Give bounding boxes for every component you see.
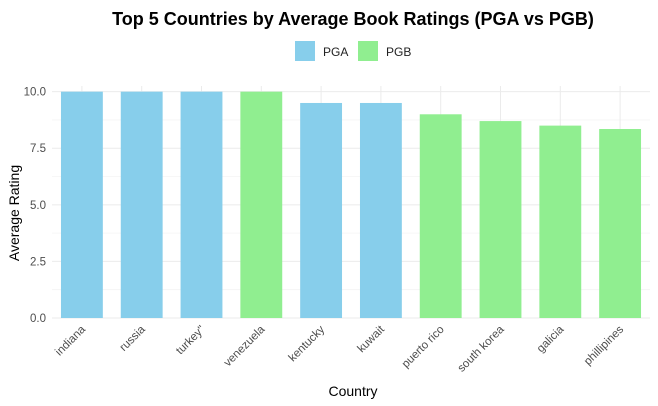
- y-tick-label: 10.0: [24, 87, 46, 99]
- x-tick-label: phillipines: [582, 323, 626, 367]
- x-axis-ticks: indiana russia turkey" venezuela kentucky kuw…: [53, 323, 626, 375]
- legend-swatch-pgb: [358, 41, 378, 61]
- x-axis-title: Country: [328, 383, 377, 399]
- x-tick-label: indiana: [53, 323, 88, 358]
- y-axis-title: Average Rating: [6, 165, 22, 261]
- bar-4: [300, 102, 343, 318]
- y-tick-label: 5.0: [30, 200, 46, 212]
- x-tick-label: venezuela: [222, 323, 268, 369]
- bar-6: [419, 114, 462, 318]
- y-tick-label: 0.0: [30, 313, 46, 325]
- bar-8: [539, 125, 582, 318]
- bar-1: [120, 91, 163, 318]
- x-tick-label: turkey": [174, 324, 208, 358]
- x-tick-label: galicia: [535, 323, 567, 355]
- y-tick-label: 7.5: [30, 143, 46, 155]
- y-tick-label: 2.5: [30, 256, 46, 268]
- x-tick-label: kuwait: [355, 323, 387, 355]
- bar-0: [60, 91, 103, 318]
- legend-label-pgb: PGB: [386, 45, 411, 59]
- bar-9: [599, 129, 642, 318]
- legend-swatch-pga: [295, 41, 315, 61]
- legend-label-pga: PGA: [323, 45, 348, 59]
- x-tick-label: russia: [118, 323, 149, 354]
- bar-2: [180, 91, 223, 318]
- y-axis-ticks: 0.0 2.5 5.0 7.5 10.0: [24, 87, 46, 325]
- bar-5: [359, 102, 402, 318]
- bars: [60, 91, 642, 319]
- x-tick-label: kentucky: [287, 323, 328, 364]
- chart-title: Top 5 Countries by Average Book Ratings …: [112, 9, 594, 29]
- bar-3: [240, 91, 283, 318]
- legend: PGA PGB: [295, 41, 411, 61]
- bar-7: [479, 121, 522, 319]
- x-tick-label: puerto rico: [400, 324, 447, 371]
- x-tick-label: south korea: [456, 323, 507, 374]
